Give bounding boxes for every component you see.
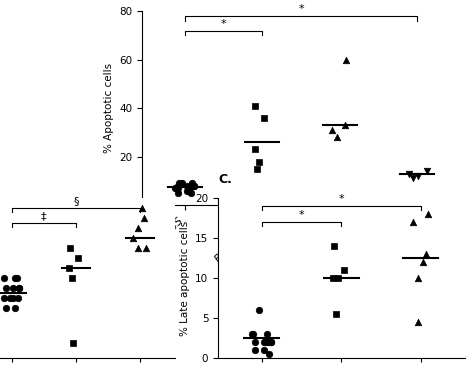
Text: *: * [338,194,344,204]
Point [2,305,9,311]
Text: ‡: ‡ [41,211,46,221]
Point [414,275,422,281]
Point [183,188,191,194]
Point [13,275,21,281]
Point [11,305,19,311]
Point [414,173,422,179]
Text: *: * [221,19,227,29]
Point [2,285,9,291]
Point [424,211,431,217]
Point [16,285,23,291]
Point [328,127,336,133]
Point [340,267,347,273]
Point [172,185,180,191]
Point [262,339,270,345]
Point [183,183,191,189]
Point [419,259,427,265]
Point [179,180,186,186]
Point [140,215,148,221]
Point [249,331,256,337]
Point [248,331,255,337]
Point [186,185,193,191]
Point [12,275,19,281]
Point [251,103,259,109]
Y-axis label: % Late apoptotic cells: % Late apoptotic cells [180,220,190,335]
Point [334,275,341,281]
Point [414,319,422,325]
Point [265,339,273,345]
Point [174,185,182,191]
Text: *: * [298,4,304,14]
Point [0,295,8,301]
Point [68,275,75,281]
Point [265,351,273,357]
Y-axis label: % Apoptotic cells: % Apoptotic cells [104,63,114,153]
Text: *: * [299,210,304,220]
Point [74,255,82,261]
Point [260,347,268,353]
Point [191,183,198,189]
Point [341,122,348,128]
Point [185,188,193,194]
Point [142,245,149,251]
Point [174,183,182,189]
Point [175,180,183,186]
Point [188,190,195,196]
Point [134,245,142,251]
Point [260,339,268,345]
Point [14,295,21,301]
Point [188,180,196,186]
Point [9,285,17,291]
Text: C.: C. [218,173,232,186]
Point [251,347,258,353]
Point [332,311,340,317]
Point [409,176,417,182]
Point [333,134,341,140]
Point [15,285,23,291]
Point [65,265,73,271]
Point [253,166,261,172]
Point [0,275,8,281]
Point [405,171,412,177]
Point [69,340,77,346]
Point [251,146,258,152]
Point [422,251,429,257]
Point [130,235,137,241]
Point [255,159,263,164]
Point [6,295,13,301]
Point [174,190,182,196]
Point [330,243,337,249]
Point [329,275,337,281]
Point [267,339,275,345]
Point [134,225,142,231]
Point [409,219,417,225]
Point [343,57,350,63]
Point [190,183,198,189]
Point [172,185,179,191]
Point [255,307,263,313]
Point [261,115,268,121]
Point [138,205,146,211]
Point [263,331,270,337]
Point [9,295,17,301]
Point [251,339,258,345]
Point [423,168,431,174]
Text: §: § [73,196,79,206]
Point [66,245,73,251]
Point [268,339,275,345]
